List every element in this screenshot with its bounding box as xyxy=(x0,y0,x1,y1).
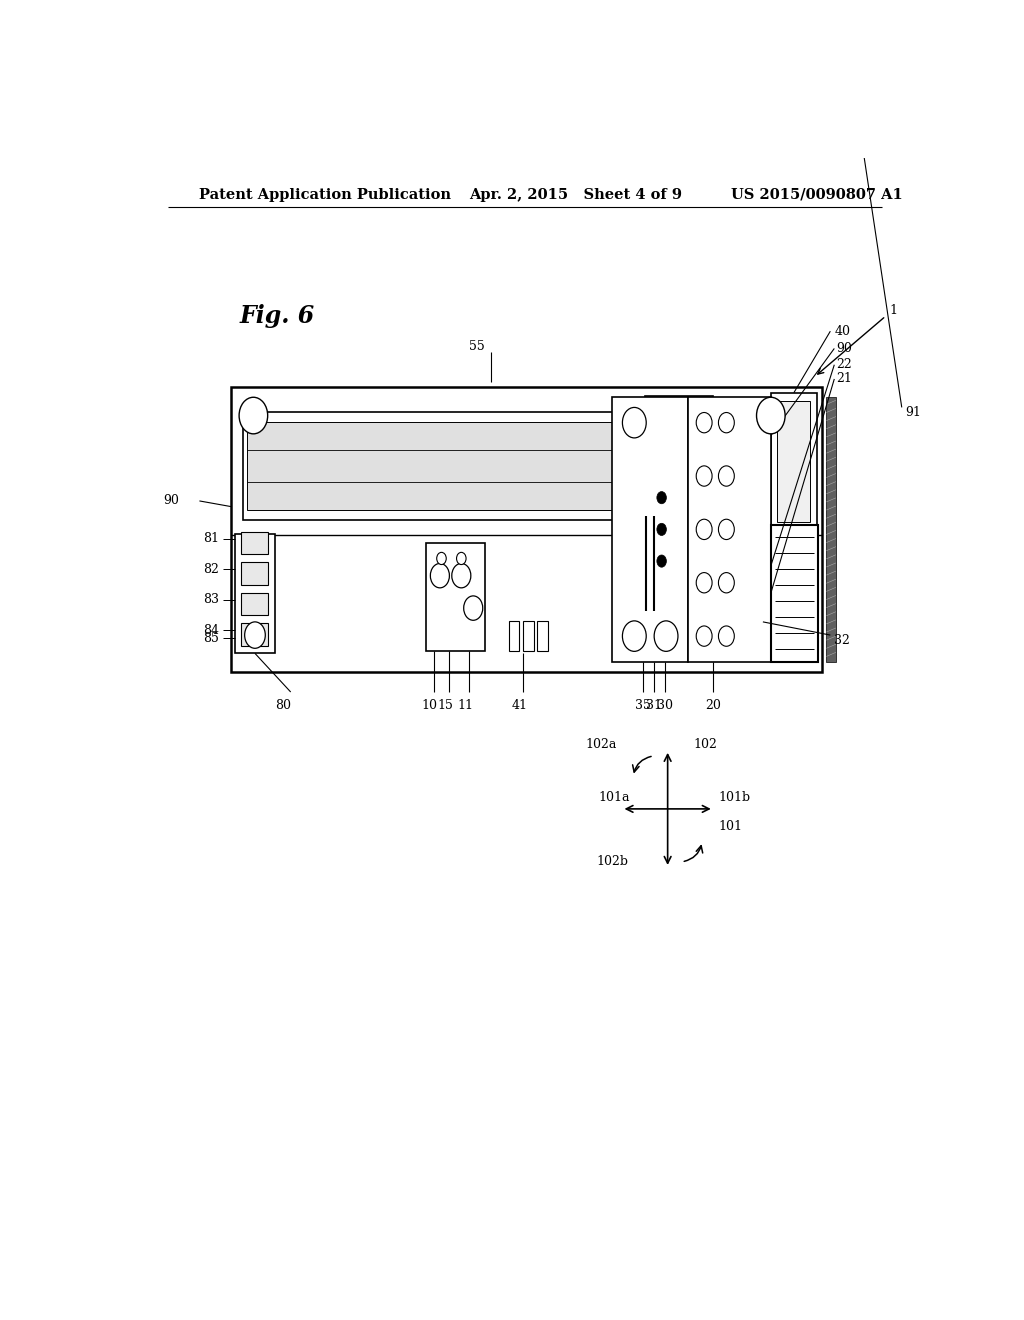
Text: 31: 31 xyxy=(646,698,662,711)
Bar xyxy=(649,401,710,525)
Circle shape xyxy=(656,554,667,568)
Text: Apr. 2, 2015   Sheet 4 of 9: Apr. 2, 2015 Sheet 4 of 9 xyxy=(469,187,682,202)
Bar xyxy=(242,623,268,645)
Circle shape xyxy=(464,595,482,620)
Circle shape xyxy=(240,397,267,434)
Circle shape xyxy=(696,626,712,647)
Text: 83: 83 xyxy=(203,594,219,606)
Bar xyxy=(645,396,713,531)
Bar xyxy=(231,387,822,672)
Bar xyxy=(242,562,268,585)
Bar xyxy=(247,422,641,510)
Bar xyxy=(523,620,534,651)
Bar xyxy=(771,393,817,531)
Text: 82: 82 xyxy=(204,562,219,576)
Circle shape xyxy=(436,552,446,565)
Text: 101a: 101a xyxy=(599,791,630,804)
Circle shape xyxy=(656,523,667,536)
Circle shape xyxy=(719,466,734,486)
Bar xyxy=(243,412,645,520)
Circle shape xyxy=(245,622,265,648)
Bar xyxy=(826,397,836,661)
Circle shape xyxy=(623,620,646,651)
Text: 20: 20 xyxy=(706,698,721,711)
Text: 102b: 102b xyxy=(596,855,629,869)
Text: 101b: 101b xyxy=(718,791,751,804)
Circle shape xyxy=(719,413,734,433)
Text: 40: 40 xyxy=(835,325,850,338)
Bar xyxy=(242,593,268,615)
Text: 10: 10 xyxy=(422,698,437,711)
Text: 11: 11 xyxy=(458,698,473,711)
Text: US 2015/0090807 A1: US 2015/0090807 A1 xyxy=(731,187,903,202)
Circle shape xyxy=(656,491,667,504)
Text: 90: 90 xyxy=(837,342,853,355)
Circle shape xyxy=(696,519,712,540)
Text: 32: 32 xyxy=(835,634,850,647)
Circle shape xyxy=(757,397,785,434)
Text: 55: 55 xyxy=(469,341,484,352)
Text: 30: 30 xyxy=(657,698,674,711)
Text: 21: 21 xyxy=(837,372,853,385)
Bar xyxy=(509,620,519,651)
Bar xyxy=(688,397,771,661)
Circle shape xyxy=(696,573,712,593)
Circle shape xyxy=(719,519,734,540)
Text: 90: 90 xyxy=(164,495,179,507)
Circle shape xyxy=(623,408,646,438)
Circle shape xyxy=(719,626,734,647)
Text: 1: 1 xyxy=(890,305,898,317)
Circle shape xyxy=(654,620,678,651)
Text: Patent Application Publication: Patent Application Publication xyxy=(200,187,452,202)
Circle shape xyxy=(457,552,466,565)
Circle shape xyxy=(696,413,712,433)
Text: 81: 81 xyxy=(203,532,219,545)
Bar xyxy=(426,544,485,651)
Bar xyxy=(612,397,688,661)
Bar xyxy=(771,525,818,661)
Text: 91: 91 xyxy=(905,407,922,418)
Text: 102: 102 xyxy=(693,738,717,751)
Text: 15: 15 xyxy=(437,698,454,711)
Bar xyxy=(777,401,811,521)
Text: 80: 80 xyxy=(274,698,291,711)
Bar xyxy=(538,620,548,651)
Circle shape xyxy=(430,564,450,587)
Circle shape xyxy=(696,466,712,486)
Text: 84: 84 xyxy=(203,624,219,638)
Circle shape xyxy=(719,573,734,593)
Text: 35: 35 xyxy=(635,698,650,711)
Text: 102a: 102a xyxy=(586,738,617,751)
Text: 22: 22 xyxy=(837,358,852,371)
Text: 85: 85 xyxy=(204,632,219,644)
Circle shape xyxy=(452,564,471,587)
Text: 101: 101 xyxy=(718,820,742,833)
Bar xyxy=(236,533,274,653)
Text: 41: 41 xyxy=(511,698,527,711)
Bar xyxy=(242,532,268,554)
Text: Fig. 6: Fig. 6 xyxy=(240,304,314,327)
